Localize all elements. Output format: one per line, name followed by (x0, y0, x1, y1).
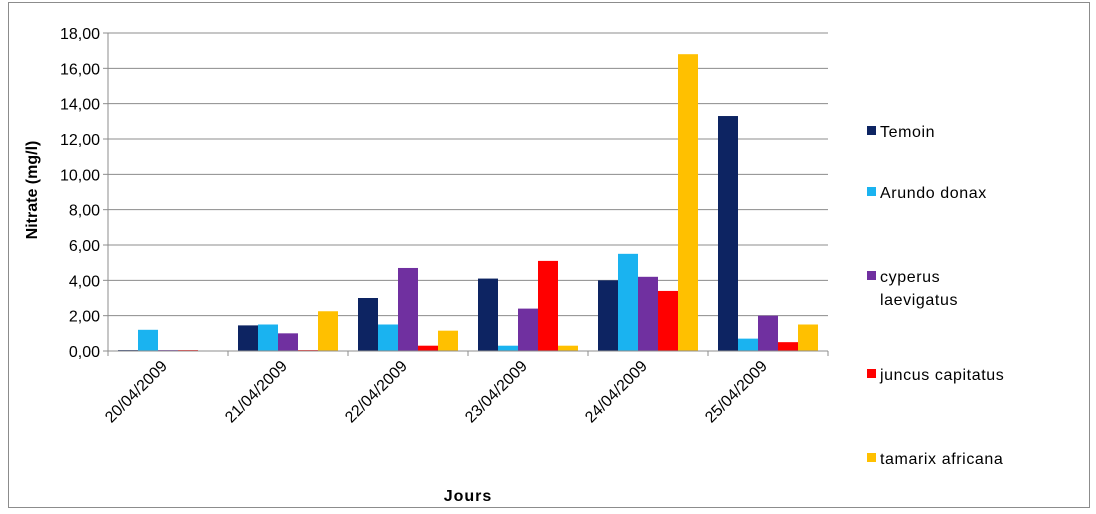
legend-label: cyperus (880, 269, 940, 286)
bar (478, 278, 498, 351)
x-tick-label: 23/04/2009 (462, 358, 531, 427)
bar (738, 338, 758, 351)
legend-label: Arundo donax (880, 185, 987, 202)
x-tick-label: 24/04/2009 (582, 358, 651, 427)
bar (398, 267, 418, 351)
legend-label: juncus capitatus (879, 367, 1004, 384)
legend-swatch (867, 271, 876, 280)
gridlines (108, 32, 828, 317)
bar (438, 330, 458, 351)
y-tick-label: 6,00 (69, 238, 100, 255)
x-tick-label: 22/04/2009 (342, 358, 411, 427)
bar (798, 324, 818, 351)
y-axis-ticks: 0,00 2,00 4,00 6,00 8,00 10,00 12,00 14,00 16,00… (60, 26, 108, 361)
chart-frame (8, 2, 1090, 508)
bar (558, 345, 578, 351)
y-tick-label: 14,00 (60, 97, 100, 114)
legend: Temoin Arundo donax cyperus laevigatus juncu… (867, 124, 1004, 468)
bar (318, 311, 338, 351)
legend-swatch (867, 453, 876, 462)
legend-label: tamarix africana (880, 451, 1003, 468)
bar (758, 315, 778, 351)
bar (778, 342, 798, 351)
y-axis-title: Nitrate (mg/l) (24, 141, 41, 240)
bar (598, 280, 618, 351)
y-tick-label: 0,00 (69, 344, 100, 361)
legend-swatch (867, 126, 876, 135)
bar (678, 54, 698, 351)
bar (378, 324, 398, 351)
bar (498, 345, 518, 351)
legend-swatch (867, 369, 876, 378)
bar (718, 116, 738, 352)
y-tick-label: 12,00 (60, 132, 100, 149)
bar (238, 325, 258, 351)
x-tick-label: 20/04/2009 (102, 358, 171, 427)
bar (658, 290, 678, 351)
legend-label: Temoin (880, 124, 935, 141)
y-tick-label: 2,00 (69, 309, 100, 326)
x-tick-label: 25/04/2009 (702, 358, 771, 427)
bar (278, 333, 298, 351)
y-tick-label: 8,00 (69, 203, 100, 220)
legend-label: laevigatus (880, 292, 958, 309)
bar (358, 298, 378, 351)
bar (538, 260, 558, 351)
x-tick-label: 21/04/2009 (222, 358, 291, 427)
bar (638, 276, 658, 351)
bar (618, 253, 638, 351)
bar (518, 308, 538, 351)
x-axis-ticks: 20/04/2009 21/04/2009 22/04/2009 23/04/2009… (102, 351, 829, 427)
y-tick-label: 16,00 (60, 61, 100, 78)
x-axis-title: Jours (444, 488, 493, 505)
bar (258, 324, 278, 351)
bars (118, 54, 818, 352)
legend-swatch (867, 187, 876, 196)
y-tick-label: 4,00 (69, 273, 100, 290)
bar (418, 345, 438, 351)
bar (138, 329, 158, 351)
y-tick-label: 18,00 (60, 26, 100, 43)
y-tick-label: 10,00 (60, 167, 100, 184)
